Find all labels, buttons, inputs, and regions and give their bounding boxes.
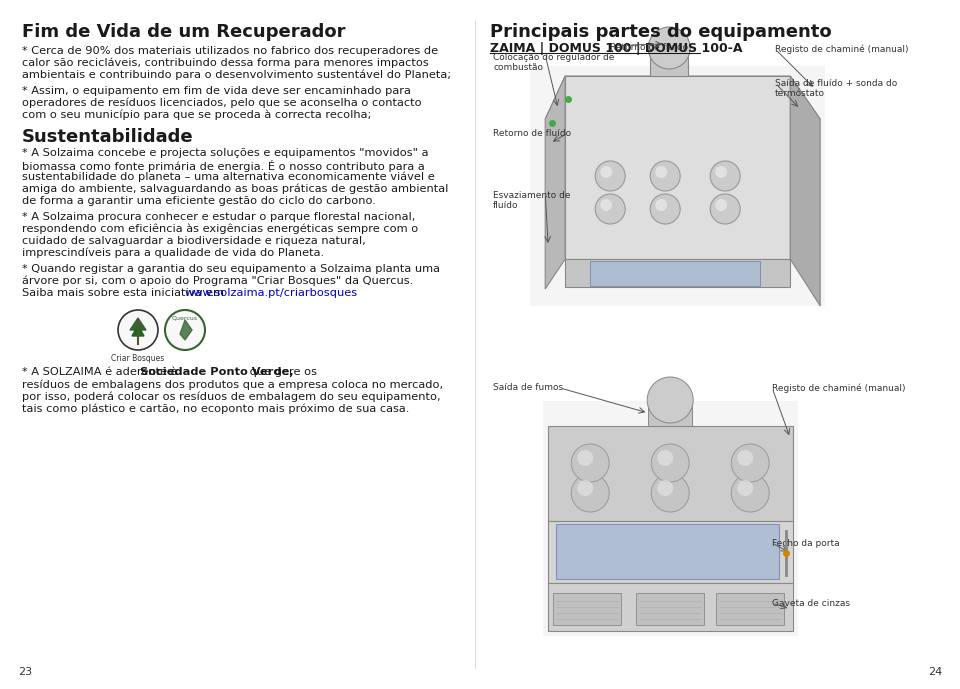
Text: imprescindíveis para a qualidade de vida do Planeta.: imprescindíveis para a qualidade de vida…	[22, 248, 324, 258]
Polygon shape	[565, 76, 790, 259]
Text: que gere os: que gere os	[246, 367, 317, 377]
Polygon shape	[565, 259, 790, 287]
Text: Sustentabilidade: Sustentabilidade	[22, 128, 194, 146]
Text: tais como plástico e cartão, no ecoponto mais próximo de sua casa.: tais como plástico e cartão, no ecoponto…	[22, 403, 409, 413]
Bar	[548, 521, 793, 583]
Circle shape	[165, 310, 205, 350]
Circle shape	[651, 474, 689, 512]
Circle shape	[658, 480, 673, 496]
Circle shape	[732, 444, 769, 482]
Circle shape	[650, 194, 681, 224]
Text: biomassa como fonte primária de energia. É o nosso contributo para a: biomassa como fonte primária de energia.…	[22, 160, 424, 172]
Text: ambientais e contribuindo para o desenvolvimento sustentável do Planeta;: ambientais e contribuindo para o desenvo…	[22, 70, 451, 81]
Polygon shape	[545, 76, 565, 289]
Circle shape	[118, 310, 158, 350]
Circle shape	[715, 166, 728, 178]
Text: calor são recicláveis, contribuindo dessa forma para menores impactos: calor são recicláveis, contribuindo dess…	[22, 58, 429, 68]
Polygon shape	[545, 76, 820, 119]
Text: Saiba mais sobre esta iniciativa em: Saiba mais sobre esta iniciativa em	[22, 288, 228, 298]
Bar	[553, 593, 621, 625]
Circle shape	[655, 199, 667, 211]
Circle shape	[715, 199, 728, 211]
Circle shape	[571, 474, 610, 512]
Text: Quercus: Quercus	[172, 315, 198, 320]
Text: Colocação do regulador de
combustão: Colocação do regulador de combustão	[493, 53, 614, 72]
Text: sustentabilidade do planeta – uma alternativa economicamente viável e: sustentabilidade do planeta – uma altern…	[22, 172, 435, 183]
Text: Gaveta de cinzas: Gaveta de cinzas	[772, 599, 851, 608]
Circle shape	[710, 161, 740, 191]
Bar	[556, 524, 780, 579]
Circle shape	[650, 161, 681, 191]
Text: Retorno de fluído: Retorno de fluído	[493, 129, 571, 138]
Bar	[716, 593, 784, 625]
Text: amiga do ambiente, salvaguardando as boas práticas de gestão ambiental: amiga do ambiente, salvaguardando as boa…	[22, 184, 448, 194]
Text: * Quando registar a garantia do seu equipamento a Solzaima planta uma: * Quando registar a garantia do seu equi…	[22, 264, 440, 274]
Text: Saída de fumos: Saída de fumos	[493, 384, 564, 393]
Text: .: .	[311, 288, 315, 298]
Text: com o seu município para que se proceda à correcta recolha;: com o seu município para que se proceda …	[22, 110, 372, 121]
Circle shape	[600, 199, 612, 211]
Text: por isso, poderá colocar os resíduos de embalagem do seu equipamento,: por isso, poderá colocar os resíduos de …	[22, 391, 441, 402]
Circle shape	[577, 480, 593, 496]
Circle shape	[595, 194, 625, 224]
Circle shape	[595, 161, 625, 191]
Text: * Assim, o equipamento em fim de vida deve ser encaminhado para: * Assim, o equipamento em fim de vida de…	[22, 86, 411, 96]
Text: ZAIMA | DOMUS 100 | DOMUS 100-A: ZAIMA | DOMUS 100 | DOMUS 100-A	[491, 42, 743, 55]
Polygon shape	[130, 318, 146, 330]
Text: Sociedade Ponto Verde,: Sociedade Ponto Verde,	[139, 367, 293, 377]
Circle shape	[571, 444, 610, 482]
Text: respondendo com eficiência às exigências energéticas sempre com o: respondendo com eficiência às exigências…	[22, 224, 419, 234]
Bar	[548, 583, 793, 631]
Polygon shape	[790, 76, 820, 306]
Polygon shape	[180, 320, 192, 340]
Text: árvore por si, com o apoio do Programa "Criar Bosques" da Quercus.: árvore por si, com o apoio do Programa "…	[22, 276, 413, 287]
Text: Principais partes do equipamento: Principais partes do equipamento	[491, 23, 831, 41]
Text: * A Solzaima concebe e projecta soluções e equipamentos "movidos" a: * A Solzaima concebe e projecta soluções…	[22, 148, 428, 158]
Circle shape	[710, 194, 740, 224]
Bar	[650, 48, 688, 76]
Text: Registo de chaminé (manual): Registo de chaminé (manual)	[776, 44, 909, 54]
Text: Fecho da porta: Fecho da porta	[772, 539, 840, 548]
Circle shape	[648, 27, 690, 69]
Text: * A Solzaima procura conhecer e estudar o parque florestal nacional,: * A Solzaima procura conhecer e estudar …	[22, 212, 416, 222]
Text: Saída de fluído + sonda do
termóstato: Saída de fluído + sonda do termóstato	[776, 79, 898, 99]
Text: de forma a garantir uma eficiente gestão do ciclo do carbono.: de forma a garantir uma eficiente gestão…	[22, 196, 376, 206]
Text: Retorno de fluído: Retorno de fluído	[611, 43, 688, 52]
Bar	[543, 401, 798, 636]
Text: 24: 24	[927, 667, 942, 677]
Text: 23: 23	[18, 667, 32, 677]
Text: operadores de resíduos licenciados, pelo que se aconselha o contacto: operadores de resíduos licenciados, pelo…	[22, 98, 421, 108]
Text: Registo de chaminé (manual): Registo de chaminé (manual)	[772, 383, 905, 393]
Circle shape	[600, 166, 612, 178]
Text: www.solzaima.pt/criarbosques: www.solzaima.pt/criarbosques	[184, 288, 358, 298]
Circle shape	[647, 377, 693, 423]
Circle shape	[737, 480, 754, 496]
Circle shape	[577, 450, 593, 466]
Circle shape	[655, 166, 667, 178]
Polygon shape	[132, 325, 144, 336]
Text: resíduos de embalagens dos produtos que a empresa coloca no mercado,: resíduos de embalagens dos produtos que …	[22, 379, 444, 389]
Bar	[636, 593, 705, 625]
Bar	[548, 426, 793, 521]
Text: * Cerca de 90% dos materiais utilizados no fabrico dos recuperadores de: * Cerca de 90% dos materiais utilizados …	[22, 46, 438, 56]
Text: cuidado de salvaguardar a biodiversidade e riqueza natural,: cuidado de salvaguardar a biodiversidade…	[22, 236, 366, 246]
Bar	[530, 66, 826, 306]
Text: Esvaziamento de
fluído: Esvaziamento de fluído	[493, 191, 570, 210]
Circle shape	[658, 450, 673, 466]
Text: Fim de Vida de um Recuperador: Fim de Vida de um Recuperador	[22, 23, 346, 41]
Text: * A SOLZAIMA é aderente à: * A SOLZAIMA é aderente à	[22, 367, 181, 377]
Circle shape	[651, 444, 689, 482]
Text: Criar Bosques: Criar Bosques	[111, 354, 164, 363]
Bar	[648, 400, 692, 426]
Polygon shape	[590, 261, 760, 286]
Circle shape	[732, 474, 769, 512]
Circle shape	[737, 450, 754, 466]
